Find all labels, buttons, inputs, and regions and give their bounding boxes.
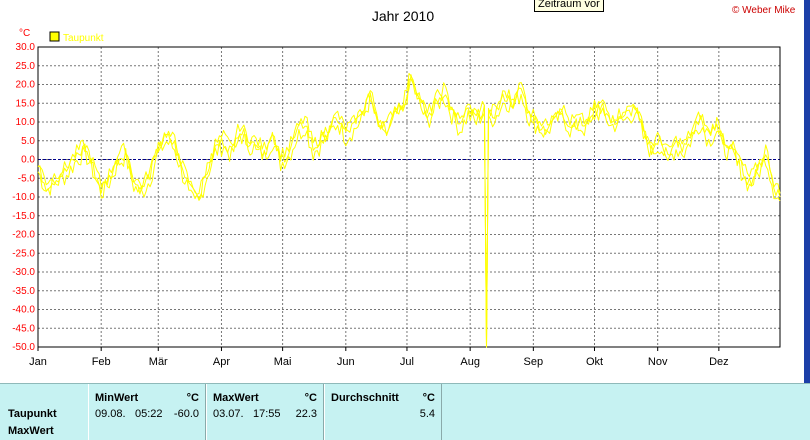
x-tick-label: Jan bbox=[29, 356, 47, 368]
y-tick-label: 25.0 bbox=[16, 61, 36, 72]
plot-frame bbox=[37, 46, 781, 348]
y-tick-label: -5.0 bbox=[18, 173, 36, 184]
y-tick-label: -35.0 bbox=[12, 286, 35, 297]
x-tick-label: Aug bbox=[460, 356, 480, 368]
chart-area: Jahr 2010 °C Taupunkt 30.0 25.0 20.0 15.0 10.0 5… bbox=[12, 8, 781, 368]
y-tick-label: -25.0 bbox=[12, 248, 35, 259]
x-tick-label: Feb bbox=[92, 356, 111, 368]
y-tick-label: -10.0 bbox=[12, 192, 35, 203]
chart-title: Jahr 2010 bbox=[372, 8, 434, 24]
window-edge-strip bbox=[804, 0, 810, 384]
maxwert-unit: °C bbox=[304, 392, 317, 404]
stats-row-label-maxwert: MaxWert bbox=[8, 425, 54, 437]
minwert-unit: °C bbox=[186, 392, 199, 404]
statistics-panel: Taupunkt MaxWert MinWert °C 09.08. 05:22… bbox=[0, 383, 810, 440]
y-tick-label: 5.0 bbox=[21, 136, 35, 147]
y-tick-label: 30.0 bbox=[16, 42, 36, 53]
minwert-time: 05:22 bbox=[135, 408, 163, 420]
minwert-header: MinWert bbox=[95, 392, 139, 404]
x-tick-label: Okt bbox=[586, 356, 603, 368]
x-tick-label: Mär bbox=[149, 356, 168, 368]
x-tick-label: Apr bbox=[213, 356, 230, 368]
durchschnitt-header: Durchschnitt bbox=[331, 392, 399, 404]
maxwert-header: MaxWert bbox=[213, 392, 259, 404]
legend-swatch bbox=[49, 31, 60, 42]
stats-col-maxwert: MaxWert °C 03.07. 17:55 22.3 bbox=[206, 384, 324, 440]
durchschnitt-unit: °C bbox=[422, 392, 435, 404]
y-tick-label: -45.0 bbox=[12, 323, 35, 334]
maxwert-date: 03.07. bbox=[213, 408, 244, 420]
durchschnitt-value: 5.4 bbox=[419, 408, 435, 420]
maxwert-value: 22.3 bbox=[295, 408, 317, 420]
y-tick-label: -15.0 bbox=[12, 211, 35, 222]
maxwert-time: 17:55 bbox=[253, 408, 281, 420]
series-line-taupunkt bbox=[37, 78, 781, 348]
y-tick-label: -20.0 bbox=[12, 230, 35, 241]
minwert-date: 09.08. bbox=[95, 408, 126, 420]
y-tick-label: 10.0 bbox=[16, 117, 36, 128]
x-tick-label: Dez bbox=[709, 356, 729, 368]
x-tick-label: Nov bbox=[648, 356, 668, 368]
stats-col-minwert: MinWert °C 09.08. 05:22 -60.0 bbox=[88, 384, 206, 440]
y-tick-label: 15.0 bbox=[16, 98, 36, 109]
x-tick-label: Jun bbox=[337, 356, 355, 368]
x-tick-label: Mai bbox=[274, 356, 292, 368]
x-tick-label: Sep bbox=[524, 356, 544, 368]
stats-row-label-taupunkt: Taupunkt bbox=[8, 408, 57, 420]
series-line-taupunkt bbox=[37, 72, 781, 348]
y-tick-label: -40.0 bbox=[12, 305, 35, 316]
y-tick-label: -50.0 bbox=[12, 342, 35, 353]
tooltip-zeitraum-vor: Zeitraum vor bbox=[534, 0, 604, 12]
y-axis-unit: °C bbox=[19, 28, 30, 39]
x-tick-label: Jul bbox=[400, 356, 414, 368]
y-tick-label: 0.0 bbox=[21, 155, 35, 166]
stats-col-durchschnitt: Durchschnitt °C 5.4 bbox=[324, 384, 442, 440]
y-tick-label: -30.0 bbox=[12, 267, 35, 278]
minwert-value: -60.0 bbox=[173, 408, 199, 420]
y-tick-label: 20.0 bbox=[16, 80, 36, 91]
series-line-taupunkt bbox=[37, 74, 781, 348]
copyright-label: © Weber Mike bbox=[732, 5, 796, 16]
legend-label: Taupunkt bbox=[63, 33, 104, 44]
